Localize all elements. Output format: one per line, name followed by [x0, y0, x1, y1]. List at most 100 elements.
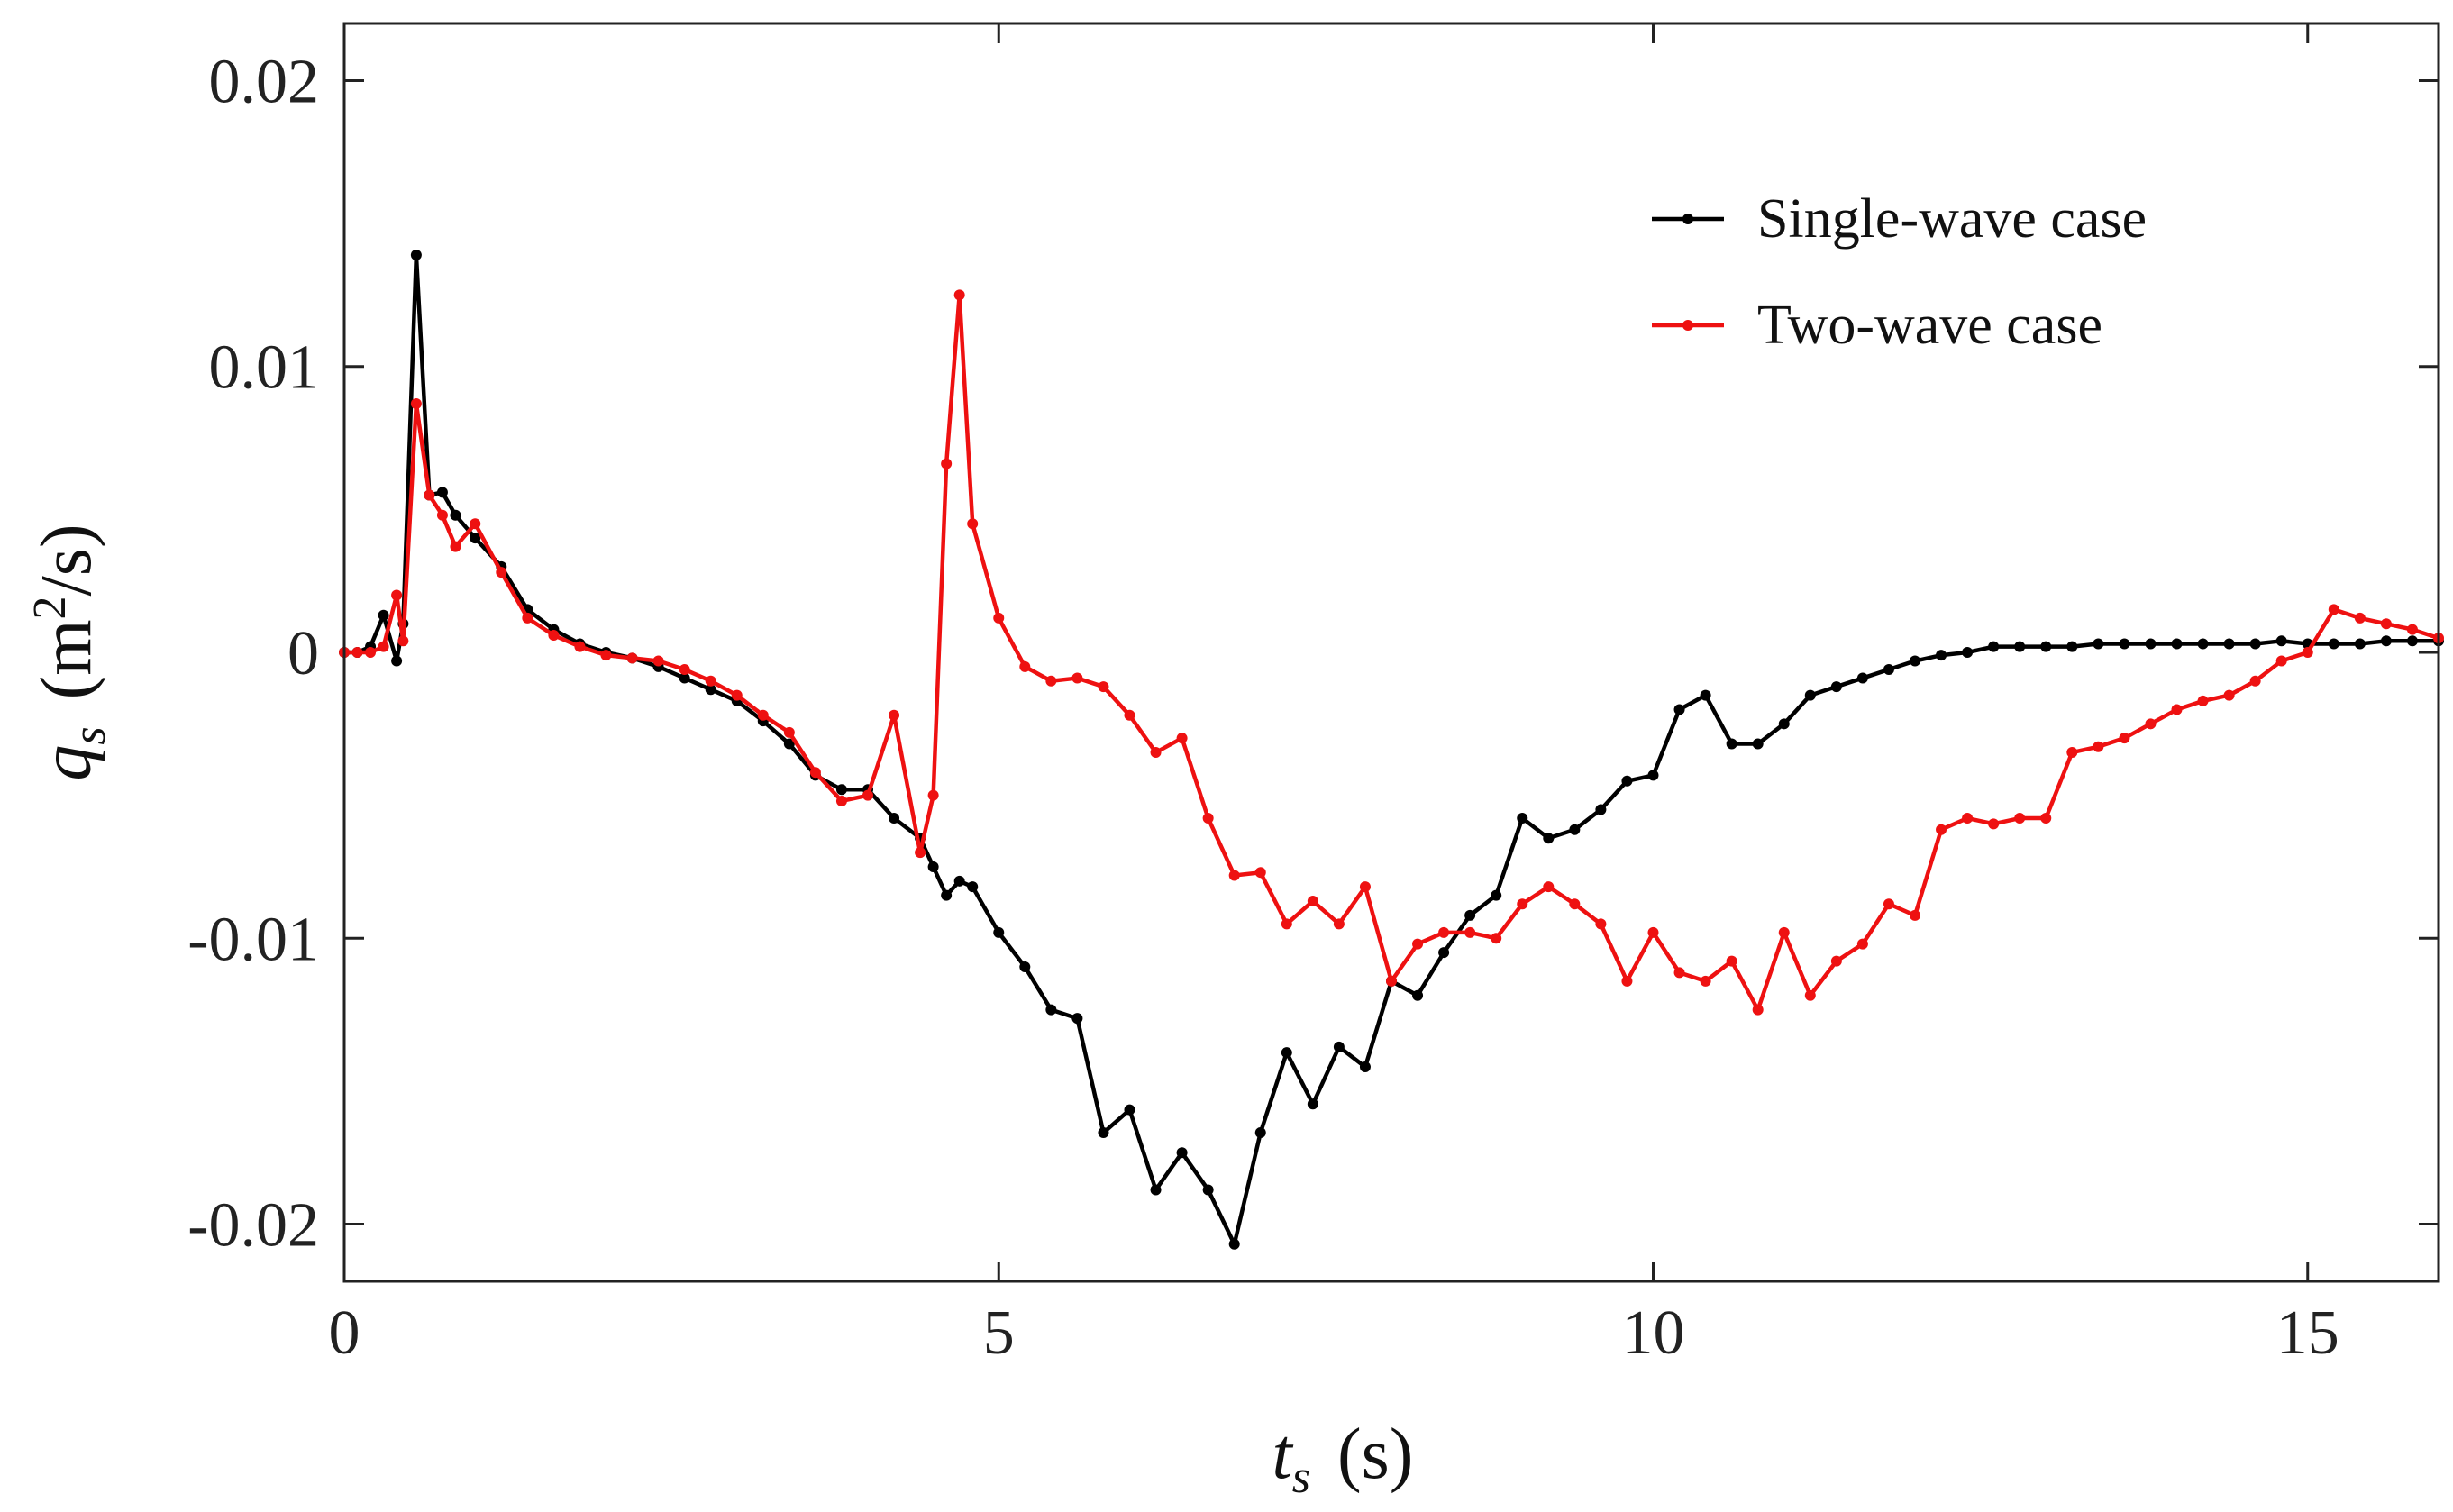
data-point [953, 289, 965, 301]
y-label-unit: /s) [27, 524, 106, 596]
data-point [470, 533, 481, 544]
data-point [2406, 635, 2418, 647]
data-point [1673, 967, 1685, 979]
data-point [1830, 681, 1842, 693]
data-point [2223, 689, 2235, 701]
data-point [2275, 655, 2287, 667]
x-axis-label: ts (s) [1272, 1415, 1414, 1503]
data-point [1778, 718, 1790, 730]
series-line [344, 293, 2439, 1012]
data-point [1988, 641, 2000, 652]
data-point [1098, 681, 1109, 693]
data-point [1019, 961, 1031, 972]
data-point [410, 249, 422, 260]
data-point [600, 650, 612, 661]
y-tick-label: 0.01 [209, 333, 320, 403]
data-point [2119, 638, 2130, 650]
data-point [1856, 938, 1868, 950]
data-point [1228, 1238, 1240, 1250]
data-point [652, 655, 664, 667]
data-point [391, 655, 403, 667]
data-point [1962, 647, 1974, 658]
data-point [731, 689, 743, 701]
data-point [1176, 733, 1188, 744]
data-point [927, 789, 939, 801]
y-axis-label: qs (m2/s) [24, 524, 115, 780]
data-point [1778, 926, 1790, 938]
data-point [2223, 638, 2235, 650]
data-point [2093, 638, 2104, 650]
data-point [862, 789, 873, 801]
data-point [548, 629, 560, 641]
data-point [2328, 604, 2339, 615]
data-point [2171, 638, 2183, 650]
data-point [2040, 813, 2052, 824]
data-point [365, 647, 377, 658]
data-point [783, 738, 795, 750]
x-tick-label: 10 [1622, 1298, 1685, 1368]
legend-label: Single-wave case [1757, 188, 2147, 250]
data-point [1595, 918, 1607, 930]
data-point [1543, 833, 1555, 844]
data-point [1438, 947, 1450, 959]
data-point [2406, 624, 2418, 635]
data-point [1988, 818, 2000, 830]
data-point [953, 875, 965, 887]
data-point [1856, 672, 1868, 684]
data-point [1124, 709, 1135, 721]
y-label-unit: (m [27, 619, 106, 699]
data-point [2197, 638, 2209, 650]
y-label-superscript: 2 [24, 596, 76, 619]
data-point [1333, 918, 1345, 930]
data-point [2014, 641, 2026, 652]
data-point [1150, 1184, 1162, 1196]
data-point [410, 397, 422, 409]
data-point [757, 709, 769, 721]
data-point [993, 612, 1005, 624]
data-point [1543, 881, 1555, 893]
data-point [1804, 989, 1816, 1001]
data-point [378, 641, 389, 652]
series-line [344, 252, 2439, 1246]
data-point [1726, 738, 1737, 750]
data-point [1569, 898, 1581, 910]
data-point [2171, 704, 2183, 715]
data-point [1202, 813, 1214, 824]
data-point [2014, 813, 2026, 824]
data-point [391, 589, 403, 601]
data-point [351, 647, 363, 658]
data-point [574, 641, 586, 652]
data-point [889, 709, 900, 721]
data-point [2119, 733, 2130, 744]
data-point [522, 612, 533, 624]
data-point [2380, 618, 2392, 630]
data-point [889, 813, 900, 824]
data-point [1071, 672, 1083, 684]
data-point [2380, 635, 2392, 647]
data-point [1491, 889, 1502, 901]
data-point [1438, 926, 1450, 938]
data-point [2354, 612, 2366, 624]
data-point [1491, 933, 1502, 944]
x-tick-label: 5 [983, 1298, 1015, 1368]
data-point [1333, 1041, 1345, 1052]
data-point [1883, 664, 1894, 676]
data-point [1254, 867, 1266, 879]
data-point [1830, 955, 1842, 967]
x-label-unit: (s) [1337, 1415, 1413, 1494]
data-point [2249, 638, 2261, 650]
data-point [1071, 1013, 1083, 1025]
data-point [679, 664, 690, 676]
x-label-subscript: s [1292, 1452, 1310, 1503]
data-point [626, 652, 638, 664]
data-point [705, 675, 716, 687]
data-point [1910, 909, 1920, 921]
data-point [1202, 1184, 1214, 1196]
data-point [2197, 695, 2209, 706]
data-point [993, 926, 1005, 938]
data-point [1228, 870, 1240, 881]
data-point [941, 889, 953, 901]
data-point [1752, 1004, 1764, 1016]
data-point [2066, 641, 2078, 652]
